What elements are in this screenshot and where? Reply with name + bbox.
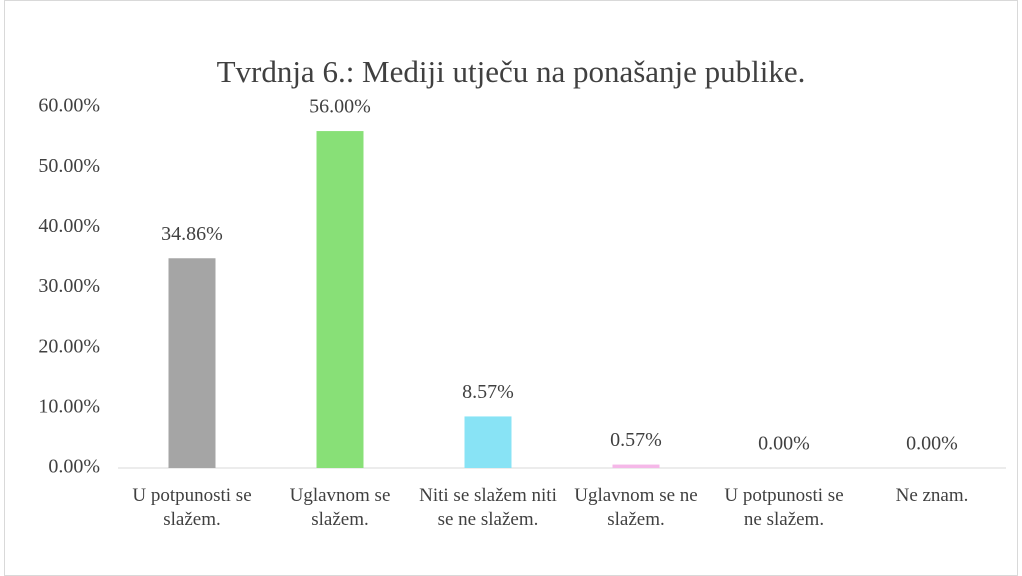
x-tick-label: Uglavnom se slažem. [289,485,391,530]
x-tick-label: Ne znam. [895,485,969,506]
y-tick-label: 30.00% [38,275,100,297]
y-tick-label: 20.00% [38,335,100,357]
data-label: 34.86% [161,223,223,245]
y-tick-label: 60.00% [38,95,100,117]
bar [168,258,216,468]
data-label: 8.57% [462,381,514,403]
x-tick-label: Niti se slažem niti se ne slažem. [419,485,557,530]
x-tick-label: U potpunosti se ne slažem. [724,485,844,530]
chart-title: Tvrdnja 6.: Mediji utječu na ponašanje p… [217,54,806,89]
data-label: 0.00% [906,433,958,455]
data-label: 0.57% [610,429,662,451]
y-tick-label: 0.00% [48,456,100,478]
y-tick-label: 50.00% [38,155,100,177]
x-tick-label: Uglavnom se ne slažem. [574,485,698,530]
data-label: 0.00% [758,433,810,455]
x-tick-label: U potpunosti se slažem. [132,485,252,530]
y-tick-label: 10.00% [38,395,100,417]
data-label: 56.00% [309,96,371,118]
y-tick-label: 40.00% [38,215,100,237]
bar [464,416,512,468]
bar [612,464,660,468]
bar [316,131,364,469]
